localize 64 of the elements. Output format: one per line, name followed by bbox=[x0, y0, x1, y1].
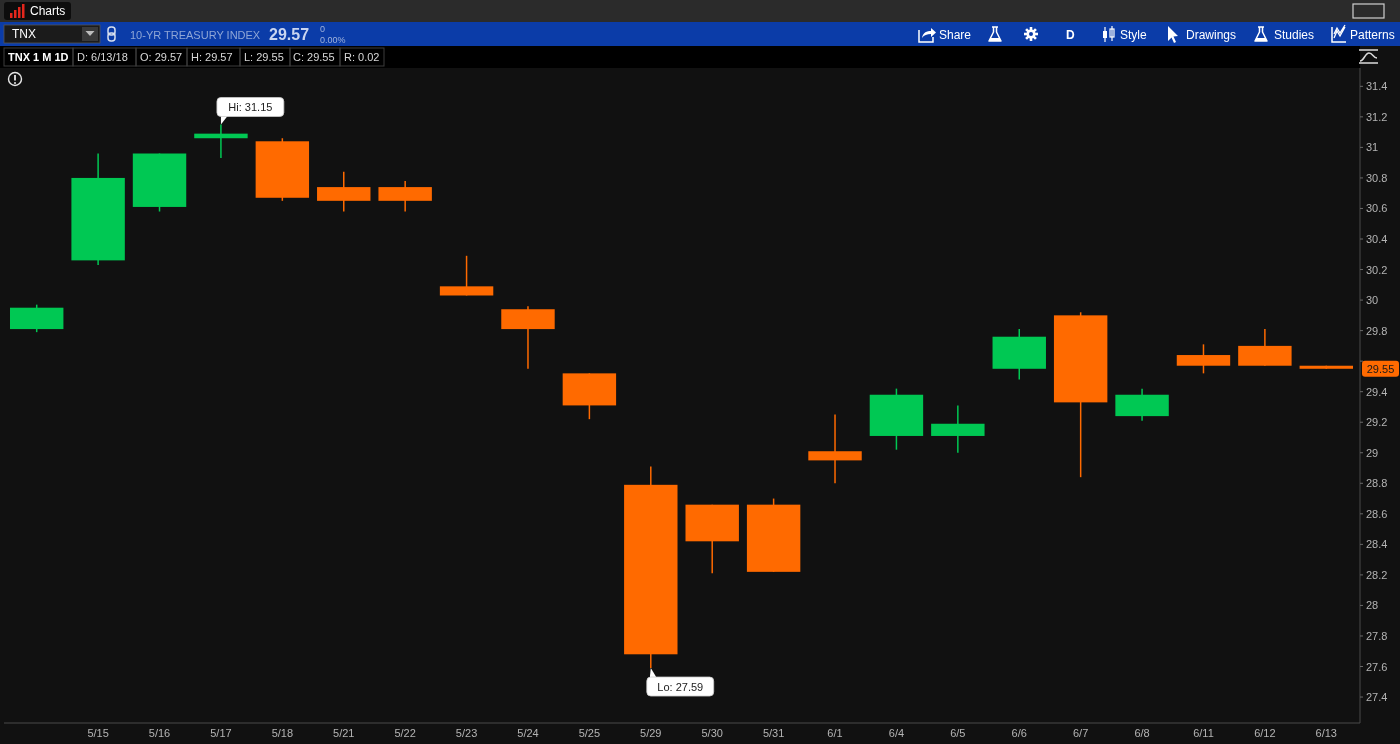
y-tick-label: 28.6 bbox=[1366, 507, 1388, 520]
y-tick-label: 28.2 bbox=[1366, 568, 1388, 581]
y-tick-label: 29.2 bbox=[1366, 416, 1388, 429]
text: 0.00% bbox=[320, 35, 346, 45]
text: O: 29.57 bbox=[140, 51, 183, 63]
y-tick-label: 30.2 bbox=[1366, 263, 1388, 276]
text: C: 29.55 bbox=[293, 51, 335, 63]
y-tick-label: 31.4 bbox=[1366, 80, 1388, 93]
x-tick-label: 6/12 bbox=[1254, 727, 1276, 739]
annotation: Hi: 31.15 bbox=[228, 100, 273, 113]
x-tick-label: 5/17 bbox=[210, 727, 232, 739]
x-tick-label: 5/18 bbox=[271, 727, 294, 739]
y-tick-label: 31 bbox=[1366, 141, 1379, 154]
x-tick-label: 5/22 bbox=[394, 727, 416, 739]
x-tick-label: 5/15 bbox=[87, 727, 109, 739]
x-tick-label: 5/30 bbox=[701, 727, 723, 739]
x-tick-label: 5/21 bbox=[333, 727, 355, 739]
text: D: 6/13/18 bbox=[77, 51, 128, 63]
text: Drawings bbox=[1186, 28, 1237, 42]
y-tick-label: 30 bbox=[1366, 294, 1379, 307]
text: D bbox=[1066, 28, 1075, 42]
y-tick-label: 30.8 bbox=[1366, 171, 1388, 184]
y-tick-label: 27.4 bbox=[1366, 691, 1388, 704]
y-tick-label: 27.6 bbox=[1366, 660, 1388, 673]
x-tick-label: 6/13 bbox=[1315, 727, 1338, 739]
text: TNX bbox=[12, 27, 36, 41]
x-tick-label: 5/24 bbox=[517, 727, 539, 739]
x-tick-label: 5/16 bbox=[148, 727, 171, 739]
text: 0 bbox=[320, 24, 326, 34]
text: Charts bbox=[30, 4, 66, 18]
x-tick-label: 6/7 bbox=[1073, 727, 1089, 739]
y-tick-label: 29.4 bbox=[1366, 385, 1388, 398]
x-tick-label: 5/29 bbox=[640, 727, 662, 739]
x-tick-label: 6/11 bbox=[1193, 727, 1214, 739]
x-tick-label: 5/31 bbox=[762, 727, 785, 739]
x-tick-label: 6/1 bbox=[827, 727, 843, 739]
y-tick-label: 28.8 bbox=[1366, 477, 1388, 490]
y-tick-label: 31.2 bbox=[1366, 110, 1388, 123]
y-tick-label: 29 bbox=[1366, 446, 1379, 459]
chart-title: 10-YR TREASURY INDEX bbox=[130, 29, 261, 41]
x-tick-label: 6/6 bbox=[1011, 727, 1027, 739]
y-tick-label: 30.6 bbox=[1366, 202, 1388, 215]
x-tick-label: 5/23 bbox=[455, 727, 478, 739]
x-tick-label: 6/4 bbox=[888, 727, 905, 739]
y-tick-label: 28.4 bbox=[1366, 538, 1388, 551]
text: Studies bbox=[1274, 28, 1315, 42]
annotation: 29.55 bbox=[1366, 362, 1395, 375]
y-tick-label: 27.8 bbox=[1366, 629, 1388, 642]
text: Style bbox=[1120, 28, 1147, 42]
annotation: Lo: 27.59 bbox=[657, 680, 704, 693]
text: 29.57 bbox=[269, 26, 310, 43]
y-tick-label: 30.4 bbox=[1366, 233, 1388, 245]
candlestick bbox=[808, 413, 862, 485]
x-tick-label: 6/8 bbox=[1134, 727, 1150, 739]
x-tick-label: 5/25 bbox=[578, 727, 601, 739]
text: Share bbox=[939, 28, 972, 42]
y-tick-label: 29.8 bbox=[1366, 324, 1388, 337]
text: TNX 1 M 1D bbox=[8, 51, 69, 63]
x-tick-label: 6/5 bbox=[950, 727, 966, 739]
text: R: 0.02 bbox=[344, 51, 380, 63]
text: Patterns bbox=[1350, 28, 1395, 42]
text: H: 29.57 bbox=[191, 51, 233, 63]
y-tick-label: 28 bbox=[1366, 599, 1379, 612]
text: L: 29.55 bbox=[244, 51, 284, 63]
